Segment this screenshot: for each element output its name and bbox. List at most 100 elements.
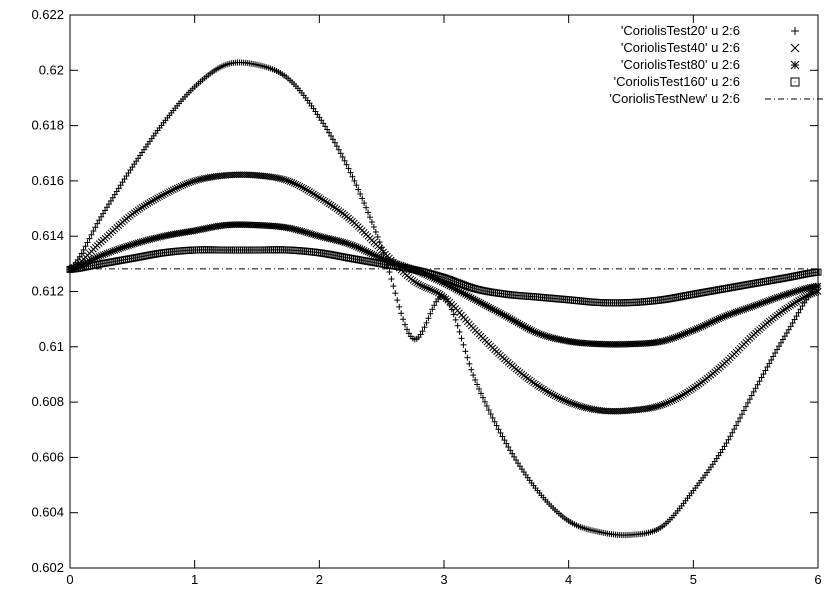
y-tick-label: 0.604 — [31, 505, 64, 520]
data-point — [729, 429, 736, 436]
data-point — [173, 184, 181, 192]
data-point — [199, 175, 206, 183]
data-point — [357, 190, 364, 197]
data-point — [386, 269, 393, 276]
legend-label: 'CoriolisTest80' u 2:6 — [621, 57, 740, 72]
data-point — [487, 411, 494, 418]
data-point — [567, 399, 574, 407]
data-point — [78, 250, 85, 257]
data-point — [799, 303, 806, 310]
data-point — [317, 195, 325, 203]
y-tick-label: 0.614 — [31, 228, 64, 243]
data-point — [539, 385, 547, 393]
data-point — [654, 402, 662, 410]
data-point — [158, 192, 165, 200]
data-point — [795, 309, 802, 316]
data-point — [160, 191, 167, 199]
data-point — [411, 278, 419, 286]
data-point — [727, 433, 734, 440]
data-point — [462, 348, 469, 355]
data-point — [347, 169, 354, 176]
data-point — [187, 178, 195, 186]
data-point — [656, 402, 664, 409]
data-point — [80, 246, 87, 253]
data-point — [464, 354, 471, 361]
data-point — [405, 330, 412, 337]
data-point — [468, 366, 475, 373]
data-point — [483, 302, 491, 310]
data-point — [318, 117, 325, 124]
data-point — [776, 343, 783, 350]
data-point — [489, 414, 496, 421]
data-point — [499, 433, 506, 440]
data-point — [154, 194, 162, 202]
data-point — [777, 339, 784, 346]
data-point — [684, 388, 691, 396]
data-point — [171, 185, 179, 193]
data-point — [725, 436, 732, 443]
data-point — [142, 201, 150, 209]
data-point — [735, 418, 742, 425]
legend-marker — [790, 77, 800, 87]
data-point — [802, 292, 810, 300]
data-point — [425, 285, 432, 292]
data-point — [390, 283, 397, 290]
legend-label: 'CoriolisTest40' u 2:6 — [621, 40, 740, 55]
data-point — [551, 392, 559, 400]
data-point — [339, 154, 346, 161]
data-point — [474, 381, 481, 388]
data-point — [479, 394, 486, 401]
data-point — [337, 150, 344, 157]
data-point — [429, 306, 436, 313]
data-point — [450, 311, 457, 318]
data-point — [195, 176, 202, 184]
data-point — [351, 177, 358, 184]
data-point — [575, 402, 582, 409]
data-point — [144, 200, 152, 207]
data-point — [359, 195, 366, 202]
data-point — [744, 399, 751, 406]
data-point — [432, 288, 440, 296]
data-point — [86, 235, 93, 242]
data-point — [162, 190, 169, 198]
data-point — [388, 276, 395, 283]
data-point — [779, 336, 786, 343]
series — [66, 221, 822, 348]
data-point — [349, 173, 356, 180]
legend-label: 'CoriolisTestNew' u 2:6 — [609, 91, 740, 106]
data-point — [770, 353, 777, 360]
data-point — [748, 392, 755, 399]
data-point — [400, 316, 407, 323]
data-point — [88, 231, 95, 238]
data-point — [304, 187, 311, 194]
data-point — [286, 178, 294, 185]
data-point — [491, 418, 498, 425]
data-point — [115, 185, 122, 192]
data-point — [760, 371, 767, 378]
data-point — [721, 443, 728, 450]
data-point — [503, 440, 510, 447]
data-point — [742, 403, 749, 410]
data-point — [682, 389, 689, 397]
data-point — [374, 234, 381, 241]
data-point — [425, 315, 432, 322]
series — [66, 171, 822, 415]
data-point — [179, 181, 187, 189]
data-point — [421, 283, 428, 291]
data-point — [555, 394, 563, 402]
data-point — [165, 188, 173, 196]
data-point — [177, 182, 185, 190]
data-point — [768, 356, 775, 363]
data-point — [419, 328, 426, 335]
data-point — [119, 179, 126, 186]
data-point — [577, 402, 584, 410]
data-point — [431, 302, 438, 309]
data-point — [322, 123, 329, 130]
data-point — [275, 174, 282, 182]
data-point — [793, 298, 800, 306]
data-point — [666, 398, 674, 406]
data-point — [466, 360, 473, 367]
data-point — [797, 296, 804, 303]
series — [67, 59, 821, 539]
data-point — [472, 376, 479, 383]
